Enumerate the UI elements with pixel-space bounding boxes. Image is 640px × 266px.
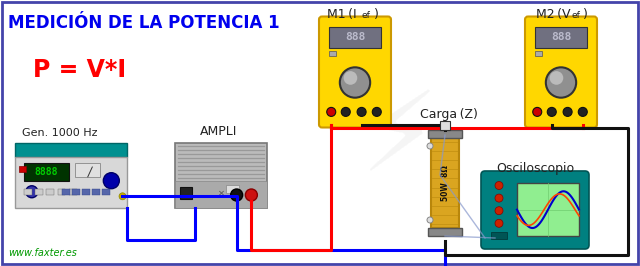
- Circle shape: [119, 193, 126, 200]
- Bar: [428, 228, 462, 236]
- Text: Carga (Z): Carga (Z): [420, 108, 478, 121]
- Circle shape: [357, 107, 366, 117]
- Bar: [428, 130, 462, 138]
- Bar: [68, 189, 77, 195]
- Bar: [329, 51, 336, 56]
- Text: ⚡: ⚡: [361, 86, 439, 193]
- Text: ef: ef: [571, 11, 580, 20]
- Bar: [46, 189, 54, 195]
- Circle shape: [26, 186, 38, 198]
- FancyBboxPatch shape: [319, 16, 391, 127]
- Bar: [15, 157, 127, 208]
- Bar: [175, 181, 267, 208]
- Bar: [72, 189, 80, 195]
- Text: ⚡: ⚡: [361, 86, 439, 193]
- Bar: [226, 185, 239, 193]
- Circle shape: [327, 107, 336, 117]
- Circle shape: [245, 189, 257, 201]
- Bar: [102, 189, 110, 195]
- Bar: [491, 232, 507, 239]
- Bar: [15, 143, 127, 157]
- Circle shape: [230, 189, 243, 201]
- Text: 8888: 8888: [35, 167, 58, 177]
- Bar: [58, 189, 65, 195]
- Text: Osciloscopio: Osciloscopio: [496, 162, 574, 175]
- Circle shape: [579, 107, 588, 117]
- Text: ): ): [374, 8, 379, 21]
- Circle shape: [372, 107, 381, 117]
- Bar: [180, 187, 193, 199]
- Text: 888: 888: [551, 32, 571, 42]
- Circle shape: [546, 67, 576, 98]
- Bar: [329, 27, 381, 48]
- Bar: [92, 189, 100, 195]
- Circle shape: [550, 71, 563, 85]
- Circle shape: [547, 107, 556, 117]
- Text: 888: 888: [345, 32, 365, 42]
- Bar: [82, 189, 90, 195]
- Text: ⚡: ⚡: [361, 86, 439, 193]
- Text: M1 (I: M1 (I: [327, 8, 356, 21]
- Bar: [535, 51, 542, 56]
- Text: ): ): [583, 8, 588, 21]
- Circle shape: [563, 107, 572, 117]
- Bar: [35, 189, 43, 195]
- Bar: [24, 163, 68, 181]
- Circle shape: [103, 173, 119, 189]
- Bar: [517, 183, 579, 236]
- Circle shape: [340, 67, 370, 98]
- Bar: [440, 120, 450, 130]
- Text: MEDICIÓN DE LA POTENCIA 1: MEDICIÓN DE LA POTENCIA 1: [8, 14, 280, 32]
- Bar: [24, 189, 32, 195]
- Circle shape: [495, 207, 503, 215]
- Bar: [76, 163, 100, 177]
- Text: ✕: ✕: [218, 189, 225, 198]
- Text: 50W  8Ω: 50W 8Ω: [440, 165, 449, 201]
- FancyBboxPatch shape: [481, 171, 589, 249]
- Circle shape: [532, 107, 541, 117]
- Text: Gen. 1000 Hz: Gen. 1000 Hz: [22, 128, 97, 138]
- Circle shape: [427, 143, 433, 149]
- Text: P = V*I: P = V*I: [33, 58, 127, 82]
- Text: ef: ef: [362, 11, 371, 20]
- Bar: [62, 189, 70, 195]
- Circle shape: [427, 217, 433, 223]
- Bar: [431, 138, 459, 228]
- FancyBboxPatch shape: [525, 16, 597, 127]
- Text: www.faxter.es: www.faxter.es: [8, 248, 77, 258]
- Circle shape: [495, 194, 503, 202]
- Bar: [535, 27, 587, 48]
- Circle shape: [341, 107, 350, 117]
- Text: M2 (V: M2 (V: [536, 8, 570, 21]
- Circle shape: [495, 219, 503, 227]
- Bar: [175, 143, 267, 208]
- Text: ⚡: ⚡: [361, 86, 439, 193]
- Text: AMPLI: AMPLI: [200, 125, 237, 138]
- Circle shape: [495, 181, 503, 189]
- Bar: [19, 166, 26, 172]
- Circle shape: [344, 71, 357, 85]
